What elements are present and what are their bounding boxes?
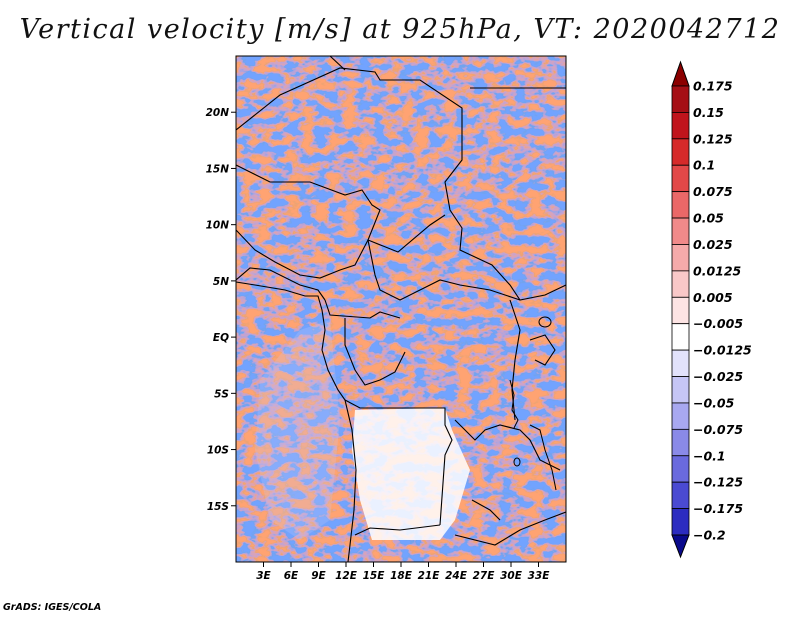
colorbar-swatch xyxy=(671,323,690,351)
chart-title: Vertical velocity [m/s] at 925hPa, VT: 2… xyxy=(19,14,781,45)
lon-tick-label: 3E xyxy=(256,570,271,582)
colorbar-swatch xyxy=(671,270,690,298)
lon-tick-label: 18E xyxy=(390,570,413,582)
colorbar-label: 0.05 xyxy=(693,211,724,226)
credit-label: GrADS: IGES/COLA xyxy=(3,602,102,613)
lon-tick-label: 21E xyxy=(418,570,441,582)
longitude-axis: 3E 6E 9E 12E 15E 18E 21E 24E 27E 30E 33E xyxy=(256,562,550,582)
lat-tick-label: EQ xyxy=(213,332,229,344)
colorbar-swatch xyxy=(671,376,690,404)
lon-tick-label: 6E xyxy=(284,570,299,582)
colorbar-swatch xyxy=(671,296,690,325)
colorbar-swatch xyxy=(671,217,690,245)
lat-tick-label: 5S xyxy=(214,388,229,400)
lon-tick-label: 24E xyxy=(445,570,468,582)
lakes xyxy=(509,316,557,491)
colorbar-label: 0.15 xyxy=(693,105,724,120)
lat-tick-label: 20N xyxy=(206,107,230,119)
colorbar-label: −0.05 xyxy=(693,395,735,410)
colorbar-bottom-arrow xyxy=(671,534,690,559)
colorbar-label: −0.1 xyxy=(693,448,726,463)
lon-tick-label: 15E xyxy=(363,570,386,582)
lat-tick-label: 10N xyxy=(206,220,230,232)
lon-tick-label: 12E xyxy=(335,570,358,582)
lat-tick-label: 15S xyxy=(207,501,229,513)
colorbar-swatch xyxy=(671,481,690,509)
ocean-subsidence xyxy=(255,320,340,540)
colorbar-label: 0.005 xyxy=(693,290,733,305)
colorbar-label: 0.1 xyxy=(693,158,715,173)
latitude-axis: 20N 15N 10N 5N EQ 5S 10S 15S xyxy=(206,107,236,513)
colorbar-label: −0.025 xyxy=(693,369,743,384)
colorbar-label: −0.005 xyxy=(693,316,743,331)
colorbar-swatch xyxy=(671,455,690,483)
lat-tick-label: 15N xyxy=(206,163,230,175)
country-borders xyxy=(236,56,566,562)
colorbar-top-arrow xyxy=(671,60,690,87)
colorbar-label: 0.075 xyxy=(693,184,733,199)
lat-tick-label: 5N xyxy=(213,276,229,288)
lat-tick-label: 10S xyxy=(207,445,229,457)
colorbar-swatch xyxy=(671,428,690,457)
colorbar-swatch xyxy=(671,138,690,166)
lon-tick-label: 27E xyxy=(473,570,496,582)
colorbar-label: 0.125 xyxy=(693,131,733,146)
colorbar-label: −0.075 xyxy=(693,422,743,437)
calm-region xyxy=(352,408,470,540)
colorbar-swatch xyxy=(671,402,690,430)
colorbar-swatch xyxy=(671,85,690,113)
colorbar-swatch xyxy=(671,164,690,193)
colorbar-label: −0.175 xyxy=(693,501,743,516)
colorbar-swatch xyxy=(671,191,690,219)
colorbar-label: 0.175 xyxy=(693,79,733,94)
colorbar-label: −0.2 xyxy=(693,528,726,543)
colorbar-label: 0.025 xyxy=(693,237,733,252)
colorbar-label: −0.0125 xyxy=(693,343,752,358)
colorbar-swatch xyxy=(671,349,690,377)
lon-tick-label: 30E xyxy=(500,570,523,582)
lon-tick-label: 9E xyxy=(311,570,326,582)
lon-tick-label: 33E xyxy=(528,570,551,582)
colorbar-label: −0.125 xyxy=(693,475,743,490)
velocity-field xyxy=(235,55,567,563)
colorbar-swatch xyxy=(671,112,690,140)
colorbar-swatch xyxy=(671,508,690,536)
colorbar: 0.175 0.15 0.125 0.1 0.075 0.05 0.025 0.0125 0.0… xyxy=(671,60,752,559)
colorbar-label: 0.0125 xyxy=(693,263,742,278)
colorbar-swatch xyxy=(671,244,690,272)
